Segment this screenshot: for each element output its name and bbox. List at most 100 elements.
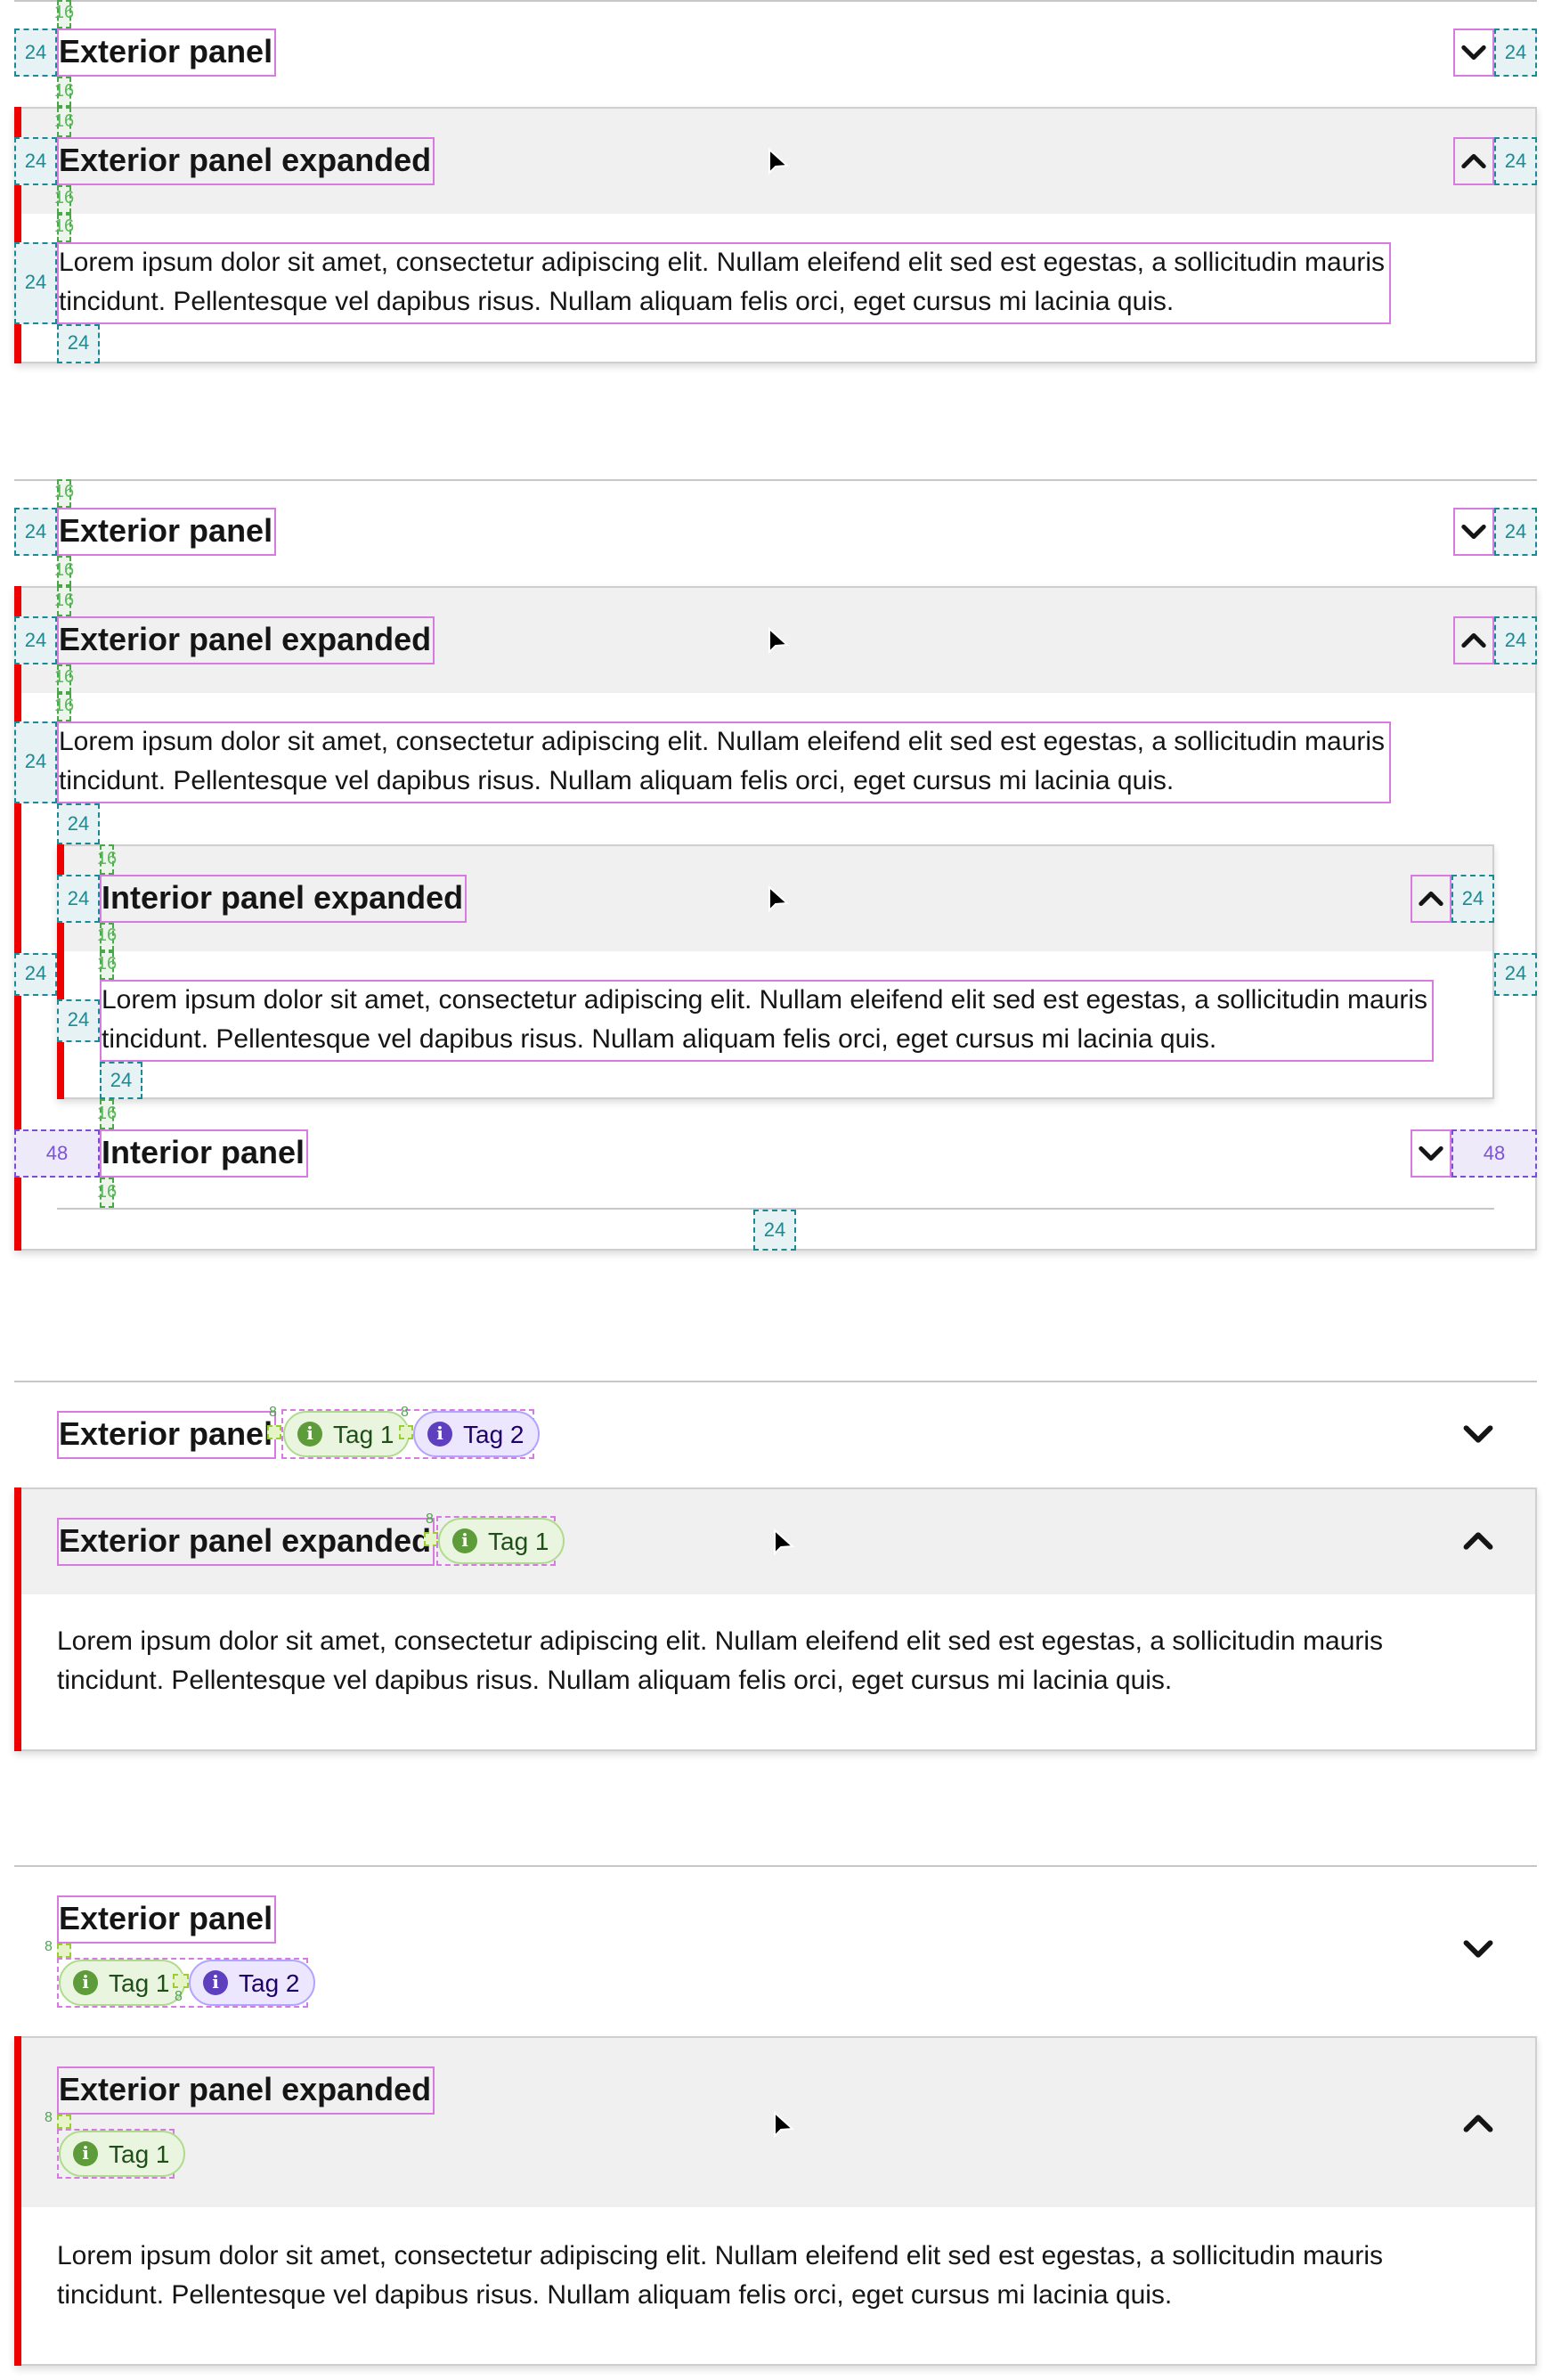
spacing-annotation-16: 16 <box>54 185 74 214</box>
chevron-up-icon <box>1460 627 1487 654</box>
chevron-down-icon <box>1460 39 1487 66</box>
spacing-label-8: 8 <box>45 1938 53 1954</box>
spacing-label-8: 8 <box>45 2109 53 2125</box>
spacing-annotation-16: 16 <box>54 214 74 242</box>
divider <box>14 479 1537 481</box>
expand-button[interactable] <box>1453 29 1494 77</box>
spacing-label-8: 8 <box>401 1404 409 1420</box>
spacing-label-8: 8 <box>269 1404 277 1420</box>
spacing-annotation-24: 24 <box>14 242 57 324</box>
accordion-toggle-title[interactable]: Exterior panel <box>57 29 277 77</box>
accordion-toggle-title[interactable]: Exterior panel <box>57 1895 277 1944</box>
expand-button[interactable] <box>1462 1418 1494 1450</box>
spacing-annotation-24: 24 <box>14 721 57 803</box>
info-icon: i <box>73 2141 98 2166</box>
chevron-up-icon <box>1462 2107 1494 2140</box>
collapse-button[interactable] <box>1462 2107 1494 2140</box>
spacing-annotation-24: 24 <box>57 803 100 844</box>
tag-1: i Tag 1 <box>59 2131 186 2177</box>
expand-button[interactable] <box>1462 1933 1494 1965</box>
chevron-down-icon <box>1462 1418 1494 1450</box>
spacing-annotation-24: 24 <box>1494 616 1537 664</box>
spacing-annotation-16: 16 <box>54 556 74 586</box>
spacing-annotation-24: 24 <box>57 999 100 1042</box>
tag-label: Tag 1 <box>109 1968 170 1997</box>
collapse-button[interactable] <box>1462 1525 1494 1557</box>
spacing-annotation-24: 24 <box>1494 137 1537 185</box>
tag-2: i Tag 2 <box>189 1960 316 2006</box>
spacing-annotation-8 <box>267 1425 281 1439</box>
spacing-annotation-8 <box>57 2115 71 2129</box>
info-icon: i <box>297 1422 322 1447</box>
collapse-button[interactable] <box>1453 137 1494 185</box>
divider <box>14 1381 1537 1382</box>
expand-button[interactable] <box>1453 508 1494 556</box>
spacing-annotation-24: 24 <box>1494 953 1537 996</box>
spacing-annotation-24: 24 <box>100 1062 142 1099</box>
spacing-annotation-48: 48 <box>14 1129 100 1178</box>
tag-label: Tag 2 <box>239 1968 300 1997</box>
accordion-toggle-title[interactable]: Interior panel <box>100 1129 309 1178</box>
accordion-toggle-title[interactable]: Exterior panel expanded <box>57 616 435 664</box>
accordion-toggle-title[interactable]: Exterior panel expanded <box>57 2066 435 2115</box>
spacing-annotation-24: 24 <box>14 137 57 185</box>
spacing-annotation-16: 16 <box>54 586 74 616</box>
mouse-cursor-icon <box>768 148 789 176</box>
collapse-button[interactable] <box>1411 875 1451 923</box>
mouse-cursor-icon <box>768 627 789 656</box>
accordion-body-text: Lorem ipsum dolor sit amet, consectetur … <box>57 242 1391 324</box>
expanded-accent-bar <box>14 1488 21 1751</box>
accordion-toggle-title[interactable]: Exterior panel <box>57 508 277 556</box>
chevron-down-icon <box>1460 518 1487 545</box>
tag-label: Tag 1 <box>109 2140 170 2168</box>
expand-button[interactable] <box>1411 1129 1451 1178</box>
spacing-annotation-48: 48 <box>1451 1129 1537 1178</box>
accordion-toggle-title[interactable]: Interior panel expanded <box>100 875 468 923</box>
accordion-toggle-title[interactable]: Exterior panel expanded <box>57 1518 435 1566</box>
spacing-annotation-16: 16 <box>54 107 74 137</box>
info-icon: i <box>203 1970 228 1995</box>
mouse-cursor-icon <box>768 885 789 914</box>
chevron-up-icon <box>1418 885 1444 912</box>
mouse-cursor-icon <box>773 2111 794 2140</box>
tag-label: Tag 1 <box>333 1420 394 1448</box>
spacing-annotation-24: 24 <box>1494 29 1537 77</box>
spacing-annotation-24: 24 <box>1451 875 1494 923</box>
accordion-body-text: Lorem ipsum dolor sit amet, consectetur … <box>57 721 1391 803</box>
spacing-annotation-16: 16 <box>54 664 74 693</box>
accordion-toggle-title[interactable]: Exterior panel expanded <box>57 137 435 185</box>
chevron-up-icon <box>1462 1525 1494 1557</box>
tag-2: i Tag 2 <box>413 1411 541 1457</box>
chevron-down-icon <box>1462 1933 1494 1965</box>
spacing-annotation-16: 16 <box>54 77 74 107</box>
collapse-button[interactable] <box>1453 616 1494 664</box>
spacing-annotation-8 <box>399 1425 413 1439</box>
expanded-accent-bar <box>14 586 21 1251</box>
spacing-annotation-24: 24 <box>14 953 57 996</box>
spacing-annotation-24: 24 <box>14 616 57 664</box>
expanded-accent-bar <box>14 107 21 363</box>
divider <box>14 1865 1537 1867</box>
spacing-annotation-24: 24 <box>14 508 57 556</box>
tag-1: i Tag 1 <box>283 1411 411 1457</box>
spacing-annotation-24: 24 <box>1494 508 1537 556</box>
accordion-toggle-title[interactable]: Exterior panel <box>57 1411 277 1459</box>
mouse-cursor-icon <box>773 1528 794 1557</box>
chevron-up-icon <box>1460 148 1487 175</box>
spacing-annotation-16: 16 <box>97 923 117 951</box>
spacing-annotation-24: 24 <box>57 324 100 363</box>
expanded-accent-bar <box>14 2036 21 2366</box>
divider <box>57 1208 1494 1210</box>
spacing-annotation-16: 16 <box>97 1178 117 1208</box>
info-icon: i <box>73 1970 98 1995</box>
spacing-annotation-24: 24 <box>57 875 100 923</box>
spacing-annotation-8 <box>57 1944 71 1958</box>
tag-1: i Tag 1 <box>438 1518 565 1564</box>
chevron-down-icon <box>1418 1140 1444 1167</box>
tag-label: Tag 2 <box>463 1420 524 1448</box>
info-icon: i <box>452 1528 477 1553</box>
accordion-body-text: Lorem ipsum dolor sit amet, consectetur … <box>100 980 1434 1062</box>
spacing-annotation-16: 16 <box>54 479 74 508</box>
accordion-body-text: Lorem ipsum dolor sit amet, consectetur … <box>57 2241 1384 2311</box>
